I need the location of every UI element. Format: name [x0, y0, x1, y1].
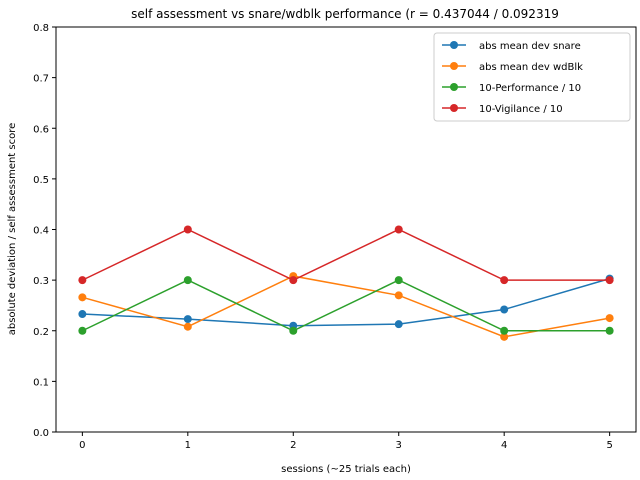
data-point	[605, 276, 614, 285]
data-point	[394, 276, 403, 285]
data-point	[289, 276, 298, 285]
data-point	[183, 322, 192, 331]
y-tick-label: 0.1	[33, 377, 49, 388]
plot-area	[78, 225, 614, 341]
axis-ticks: 0 1 2 3 4 5 0.0 0.1 0.2 0.3 0.4 0.5 0.6 0.7 0.8	[33, 23, 613, 451]
legend-label: 10-Vigilance / 10	[479, 104, 563, 115]
series-1	[78, 274, 614, 330]
y-tick-label: 0.5	[33, 175, 49, 186]
x-tick-label: 1	[185, 440, 191, 451]
legend-label: 10-Performance / 10	[479, 83, 581, 94]
data-point	[500, 326, 509, 335]
y-tick-label: 0.3	[33, 276, 49, 287]
x-tick-label: 4	[501, 440, 507, 451]
y-tick-label: 0.0	[33, 428, 49, 439]
y-tick-label: 0.4	[33, 226, 49, 237]
legend-label: abs mean dev wdBlk	[479, 62, 583, 73]
y-tick-label: 0.7	[33, 74, 49, 85]
legend-item: abs mean dev wdBlk	[442, 62, 583, 73]
series-line	[82, 275, 610, 338]
legend: abs mean dev snare abs mean dev wdBlk 10-P…	[433, 32, 631, 122]
series-line	[82, 279, 610, 332]
series-3	[78, 276, 614, 335]
y-tick-label: 0.8	[33, 23, 49, 34]
legend-label: abs mean dev snare	[479, 41, 581, 52]
series-line	[82, 228, 610, 281]
legend-item: 10-Performance / 10	[442, 83, 581, 94]
legend-marker	[450, 41, 458, 49]
data-point	[394, 291, 403, 300]
data-point	[605, 326, 614, 335]
x-tick-label: 5	[606, 440, 612, 451]
data-point	[78, 293, 87, 302]
x-tick-label: 0	[79, 440, 85, 451]
data-point	[183, 315, 192, 324]
data-point	[78, 310, 87, 319]
y-tick-label: 0.6	[33, 124, 49, 135]
legend-marker	[450, 104, 458, 112]
data-point	[183, 276, 192, 285]
x-axis-label: sessions (~25 trials each)	[281, 464, 411, 475]
x-tick-label: 2	[290, 440, 296, 451]
legend-item: abs mean dev snare	[442, 41, 581, 52]
data-point	[183, 225, 192, 234]
data-point	[500, 276, 509, 285]
data-point	[289, 326, 298, 335]
y-axis-label: absolute deviation / self assessment sco…	[7, 123, 18, 336]
data-point	[605, 314, 614, 323]
series-line	[82, 277, 610, 327]
legend-item: 10-Vigilance / 10	[442, 104, 563, 115]
axes-frame	[55, 26, 637, 433]
data-point	[500, 305, 509, 314]
legend-marker	[450, 83, 458, 91]
legend-marker	[450, 62, 458, 70]
data-point	[500, 332, 509, 341]
data-point	[78, 326, 87, 335]
chart-title: self assessment vs snare/wdblk performan…	[131, 7, 559, 21]
data-point	[394, 320, 403, 329]
series-4	[78, 225, 614, 285]
data-point	[394, 225, 403, 234]
y-tick-label: 0.2	[33, 327, 49, 338]
legend-box	[433, 32, 631, 122]
data-point	[78, 276, 87, 285]
x-tick-label: 3	[396, 440, 402, 451]
